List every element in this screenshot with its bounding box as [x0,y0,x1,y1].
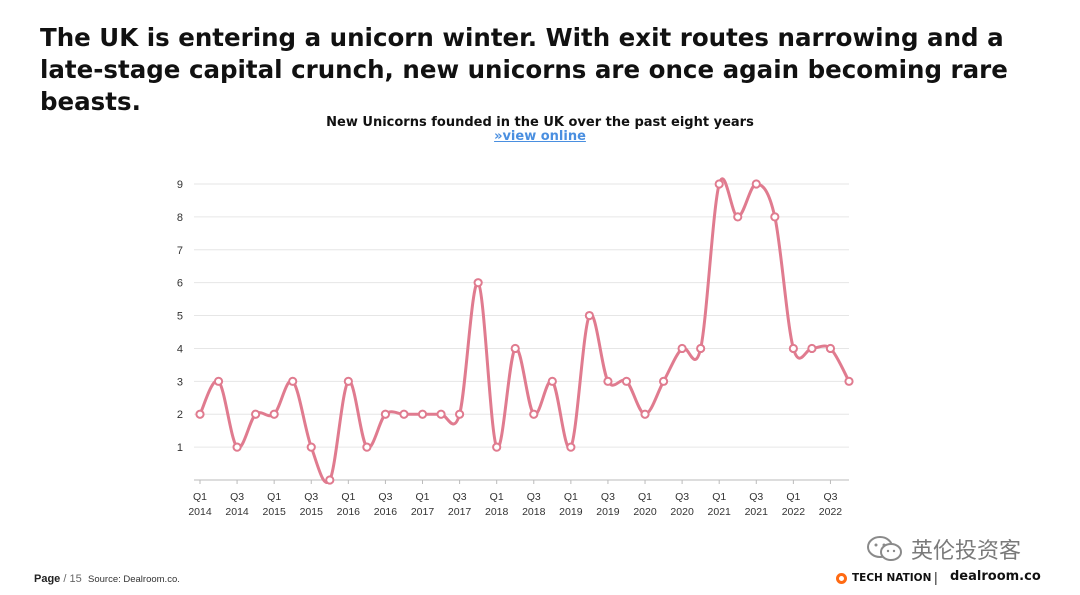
tech-nation-text: TECH NATION [852,572,932,584]
x-tick-label-quarter: Q3 [527,491,541,503]
x-tick-label-quarter: Q3 [378,491,392,503]
data-point [269,409,279,419]
data-point [343,376,353,386]
x-tick-label-year: 2014 [188,506,212,518]
data-point [733,212,743,222]
data-point [547,376,557,386]
data-point [232,442,242,452]
x-tick-label-year: 2016 [374,506,398,518]
x-tick-label-quarter: Q3 [304,491,318,503]
y-tick-label: 9 [177,179,183,191]
series-line [198,177,851,484]
y-tick-label: 1 [177,442,183,454]
y-tick-label: 7 [177,245,183,257]
x-tick-label-quarter: Q1 [638,491,652,503]
x-tick-label-quarter: Q3 [823,491,837,503]
data-point [417,409,428,419]
tech-nation-mark-icon [836,572,847,584]
data-point [213,376,224,386]
y-tick-label: 6 [177,278,183,290]
x-tick-label-quarter: Q1 [341,491,355,503]
x-tick-label-quarter: Q1 [267,491,281,503]
data-point [788,343,798,354]
data-point [195,409,205,419]
data-point [473,278,483,288]
tech-nation-logo: TECH NATION [836,572,931,584]
data-point [251,409,261,419]
x-tick-label-year: 2017 [448,506,472,518]
x-tick-label-quarter: Q3 [453,491,467,503]
y-tick-label: 2 [177,409,183,421]
data-point [492,442,502,452]
data-point [288,376,298,386]
headline: The UK is entering a unicorn winter. Wit… [40,23,1008,116]
data-point [566,442,576,452]
x-tick-label-quarter: Q1 [490,491,504,503]
x-tick-label-year: 2018 [485,506,509,518]
data-point [825,343,836,354]
page-label: Page [34,573,61,585]
y-tick-label: 4 [177,343,183,355]
x-tick-label-quarter: Q1 [712,491,726,503]
data-point [603,376,613,386]
data-point [640,409,650,419]
data-point [436,409,446,419]
x-tick-label-quarter: Q1 [564,491,578,503]
data-point [696,343,706,354]
data-point [362,442,372,452]
dealroom-logo: dealroom.co [950,569,1041,584]
x-tick-label-year: 2019 [596,506,620,518]
data-point [677,343,687,354]
data-point [510,343,520,354]
data-point [807,343,817,354]
data-point [658,376,669,386]
x-tick-label-year: 2014 [225,506,249,518]
x-tick-label-year: 2022 [819,506,843,518]
y-tick-label: 5 [177,311,183,323]
data-point [751,179,761,189]
page-number: Page / 15 [34,573,82,585]
y-tick-label: 8 [177,212,183,224]
x-tick-label-year: 2021 [745,506,769,518]
x-tick-label-quarter: Q1 [786,491,800,503]
x-tick-label-year: 2020 [633,506,657,518]
x-tick-label-year: 2017 [411,506,435,518]
view-online-link[interactable]: »view online [494,129,586,144]
wechat-icon [867,536,902,561]
x-tick-label-year: 2018 [522,506,546,518]
data-point [714,179,724,189]
data-point [529,409,539,419]
data-point [306,442,316,452]
x-tick-label-year: 2019 [559,506,583,518]
x-tick-label-quarter: Q3 [601,491,615,503]
y-tick-label: 3 [177,376,183,388]
page-count: / 15 [63,573,82,585]
x-tick-label-quarter: Q3 [675,491,689,503]
logo-separator: | [934,569,938,585]
data-point [455,409,465,419]
x-tick-label-year: 2020 [670,506,694,518]
x-tick-label-year: 2016 [337,506,361,518]
source-note: Source: Dealroom.co. [88,574,180,585]
watermark: 英伦投资客 [865,533,1021,565]
data-point [621,376,632,386]
x-tick-label-year: 2022 [782,506,806,518]
x-tick-label-year: 2021 [708,506,732,518]
data-point [325,475,335,485]
watermark-text: 英伦投资客 [911,539,1022,564]
data-point [399,409,409,419]
x-tick-label-year: 2015 [262,506,286,518]
data-point [584,310,595,321]
x-tick-label-quarter: Q1 [193,491,207,503]
x-tick-label-quarter: Q1 [416,491,430,503]
data-point [770,212,780,222]
data-point [380,409,391,419]
data-point [844,376,854,386]
x-tick-label-quarter: Q3 [749,491,763,503]
x-tick-label-quarter: Q3 [230,491,244,503]
chart-title: New Unicorns founded in the UK over the … [326,115,754,130]
x-tick-label-year: 2015 [300,506,324,518]
